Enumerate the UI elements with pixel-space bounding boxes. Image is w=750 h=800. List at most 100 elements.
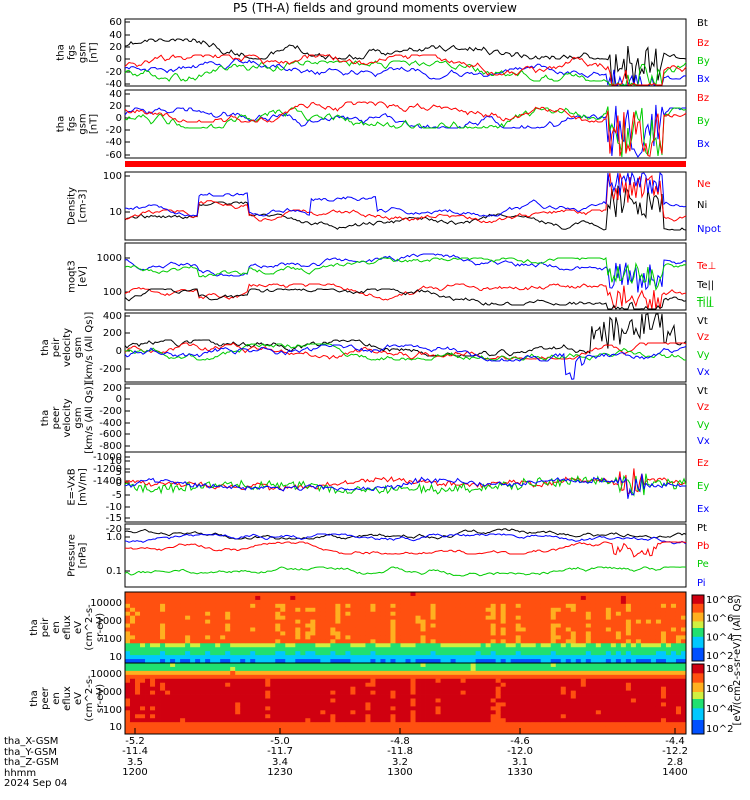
heatmap-cell-peer	[475, 670, 482, 676]
heatmap-cell-peir	[165, 607, 171, 613]
heatmap-cell-peer	[470, 670, 477, 676]
heatmap-cell-peir	[415, 627, 421, 632]
heatmap-cell-peir	[225, 639, 231, 644]
heatmap-cell-peir	[460, 647, 467, 652]
heatmap-cell-peer	[320, 674, 326, 680]
colorbar-cell	[692, 722, 704, 726]
heatmap-cell-peir	[350, 631, 356, 636]
heatmap-cell-peir	[200, 635, 206, 640]
heatmap-cell-peer	[205, 666, 211, 672]
heatmap-cell-peer	[420, 694, 426, 699]
heatmap-cell-peer	[480, 714, 487, 719]
heatmap-cell-peir	[625, 623, 632, 628]
heatmap-cell-peer	[275, 670, 281, 676]
heatmap-cell-peer	[450, 722, 456, 727]
heatmap-cell-peir	[335, 592, 341, 597]
heatmap-cell-peir	[405, 599, 411, 605]
heatmap-cell-peir	[600, 635, 607, 640]
heatmap-cell-peer	[390, 722, 396, 727]
heatmap-cell-peer	[240, 710, 246, 715]
heatmap-cell-peer	[360, 718, 366, 723]
heatmap-cell-peir	[290, 659, 296, 664]
heatmap-cell-peer	[150, 686, 156, 692]
heatmap-cell-peir	[260, 595, 266, 601]
heatmap-cell-peir	[495, 631, 502, 636]
heatmap-cell-peir	[370, 631, 376, 636]
colorbar-cell	[692, 608, 704, 611]
heatmap-cell-peer	[595, 678, 602, 684]
heatmap-cell-peer	[405, 670, 411, 676]
ylabel-line: [nT]	[89, 42, 100, 62]
heatmap-cell-peer	[630, 666, 637, 672]
footer-z-value: 3.1	[512, 757, 528, 768]
heatmap-cell-peer	[325, 678, 331, 684]
heatmap-cell-peir	[670, 639, 677, 644]
heatmap-cell-peer	[520, 674, 527, 680]
heatmap-cell-peir	[540, 639, 547, 644]
heatmap-cell-peer	[375, 730, 381, 735]
heatmap-cell-peir	[375, 611, 381, 617]
heatmap-cell-peir	[675, 639, 682, 644]
heatmap-cell-peir	[320, 611, 326, 617]
heatmap-cell-peir	[295, 627, 301, 632]
heatmap-cell-peer	[195, 730, 201, 735]
heatmap-cell-peir	[375, 599, 381, 605]
heatmap-cell-peir	[655, 592, 662, 597]
heatmap-cell-peer	[375, 670, 381, 676]
heatmap-cell-peir	[510, 659, 517, 664]
heatmap-cell-peer	[135, 710, 141, 715]
heatmap-cell-peir	[680, 643, 687, 648]
heatmap-cell-peer	[555, 682, 562, 688]
heatmap-cell-peer	[625, 682, 632, 688]
heatmap-cell-peir	[250, 651, 256, 656]
heatmap-cell-peir	[635, 599, 642, 605]
heatmap-cell-peir	[465, 631, 472, 636]
ytick-label: -1400	[93, 476, 122, 487]
heatmap-cell-peer	[440, 690, 446, 695]
heatmap-cell-peer	[525, 714, 532, 719]
heatmap-cell-peer	[485, 722, 492, 727]
heatmap-cell-peer	[450, 674, 456, 680]
heatmap-cell-peer	[445, 690, 451, 695]
heatmap-cell-peer	[580, 666, 587, 672]
heatmap-cell-peer	[375, 706, 381, 711]
heatmap-cell-peer	[170, 682, 176, 688]
heatmap-cell-peir	[280, 631, 286, 636]
heatmap-cell-peer	[130, 670, 136, 676]
heatmap-cell-peer	[445, 722, 451, 727]
heatmap-cell-peir	[405, 631, 411, 636]
heatmap-cell-peer	[300, 663, 306, 668]
heatmap-cell-peer	[585, 706, 592, 711]
heatmap-cell-peer	[375, 686, 381, 692]
heatmap-cell-peir	[125, 631, 131, 636]
heatmap-cell-peer	[170, 726, 176, 731]
colorbar-cell	[692, 623, 704, 627]
heatmap-cell-peir	[240, 635, 246, 640]
heatmap-cell-peir	[380, 651, 386, 656]
heatmap-cell-peer	[465, 666, 472, 672]
heatmap-cell-peir	[240, 623, 246, 628]
heatmap-cell-peer	[255, 686, 261, 692]
heatmap-cell-peir	[645, 627, 652, 632]
heatmap-cell-peir	[585, 651, 592, 656]
heatmap-cell-peir	[615, 627, 622, 632]
heatmap-cell-peer	[355, 714, 361, 719]
heatmap-cell-peir	[230, 651, 236, 656]
heatmap-cell-peer	[180, 722, 186, 727]
heatmap-cell-peir	[240, 592, 246, 597]
heatmap-cell-peir	[520, 619, 527, 624]
heatmap-cell-peir	[545, 615, 552, 621]
heatmap-cell-peir	[530, 643, 537, 648]
heatmap-cell-peer	[215, 682, 221, 688]
heatmap-cell-peer	[290, 682, 296, 688]
heatmap-cell-peer	[255, 718, 261, 723]
heatmap-cell-peer	[280, 706, 286, 711]
heatmap-cell-peer	[185, 663, 191, 668]
heatmap-cell-peir	[320, 619, 326, 624]
heatmap-cell-peir	[195, 611, 201, 617]
heatmap-cell-peer	[655, 682, 662, 688]
heatmap-cell-peer	[425, 663, 431, 668]
heatmap-cell-peir	[380, 599, 386, 605]
heatmap-cell-peir	[280, 655, 286, 660]
heatmap-cell-peer	[455, 674, 461, 680]
